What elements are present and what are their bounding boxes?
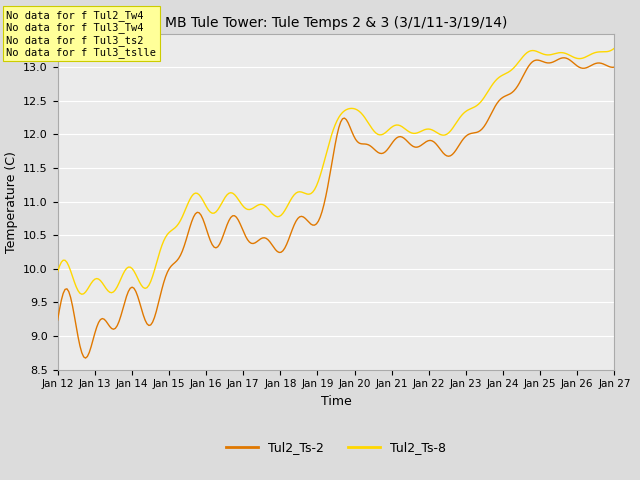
Text: No data for f Tul2_Tw4
No data for f Tul3_Tw4
No data for f Tul3_ts2
No data for: No data for f Tul2_Tw4 No data for f Tul… — [6, 10, 156, 58]
Tul2_Ts-8 — [56, 264, 63, 269]
Tul2_Ts-8 — [611, 45, 618, 51]
Tul2_Ts-8 — [54, 269, 61, 275]
Y-axis label: Temperature (C): Temperature (C) — [4, 151, 17, 252]
Title: MB Tule Tower: Tule Temps 2 & 3 (3/1/11-3/19/14): MB Tule Tower: Tule Temps 2 & 3 (3/1/11-… — [165, 16, 507, 30]
Tul2_Ts-8 — [525, 48, 532, 54]
Tul2_Ts-2 — [82, 355, 90, 361]
Tul2_Ts-2 — [56, 307, 63, 312]
Tul2_Ts-2 — [54, 317, 61, 323]
Legend: Tul2_Ts-2, Tul2_Ts-8: Tul2_Ts-2, Tul2_Ts-8 — [221, 436, 451, 459]
Tul2_Ts-8 — [396, 123, 404, 129]
Tul2_Ts-2 — [560, 55, 568, 60]
Tul2_Ts-2 — [396, 134, 404, 140]
Tul2_Ts-8 — [560, 50, 568, 56]
Tul2_Ts-2 — [525, 63, 532, 69]
Line: Tul2_Ts-2: Tul2_Ts-2 — [58, 58, 614, 358]
Tul2_Ts-2 — [562, 55, 570, 61]
Tul2_Ts-2 — [385, 144, 393, 150]
Tul2_Ts-2 — [611, 64, 618, 70]
Tul2_Ts-2 — [387, 142, 395, 147]
Tul2_Ts-8 — [78, 291, 86, 297]
X-axis label: Time: Time — [321, 395, 351, 408]
Tul2_Ts-8 — [387, 125, 395, 131]
Tul2_Ts-8 — [385, 127, 393, 132]
Line: Tul2_Ts-8: Tul2_Ts-8 — [58, 48, 614, 294]
